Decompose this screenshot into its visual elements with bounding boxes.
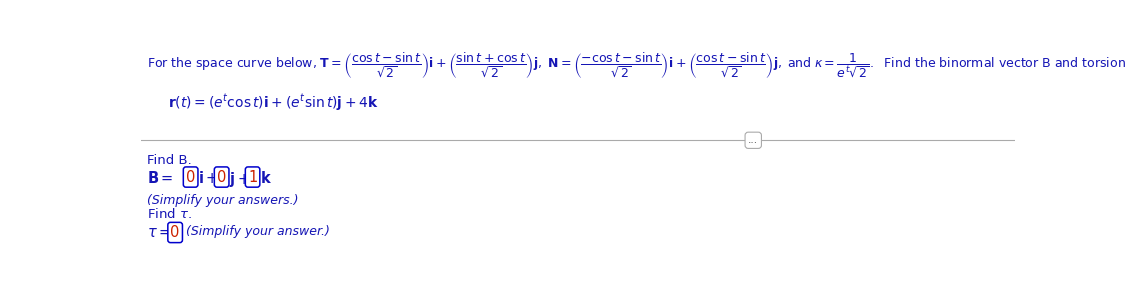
Text: $\mathbf{k}$: $\mathbf{k}$ xyxy=(261,170,272,186)
Text: $\tau = $: $\tau = $ xyxy=(147,225,171,240)
Text: (Simplify your answers.): (Simplify your answers.) xyxy=(147,194,299,207)
Text: 1: 1 xyxy=(248,170,257,184)
Text: $\mathbf{r}(t) = (e^t\cos t)\mathbf{i} + \left(e^t\sin t\right)\mathbf{j} + 4\ma: $\mathbf{r}(t) = (e^t\cos t)\mathbf{i} +… xyxy=(168,93,379,113)
Text: Find $\tau$.: Find $\tau$. xyxy=(147,206,192,220)
Text: 0: 0 xyxy=(217,170,227,184)
Text: Find B.: Find B. xyxy=(147,154,192,167)
Text: $\mathbf{B} = $: $\mathbf{B} = $ xyxy=(147,170,174,186)
Text: For the space curve below, $\mathbf{T} = \left(\dfrac{\cos t - \sin t}{\sqrt{2}}: For the space curve below, $\mathbf{T} =… xyxy=(147,50,1128,81)
Text: ...: ... xyxy=(748,135,758,145)
Text: $\mathbf{j} + $: $\mathbf{j} + $ xyxy=(229,170,250,188)
Text: (Simplify your answer.): (Simplify your answer.) xyxy=(186,225,329,238)
Text: $\mathbf{i} + $: $\mathbf{i} + $ xyxy=(199,170,219,186)
Text: 0: 0 xyxy=(170,225,179,240)
Text: 0: 0 xyxy=(186,170,195,184)
